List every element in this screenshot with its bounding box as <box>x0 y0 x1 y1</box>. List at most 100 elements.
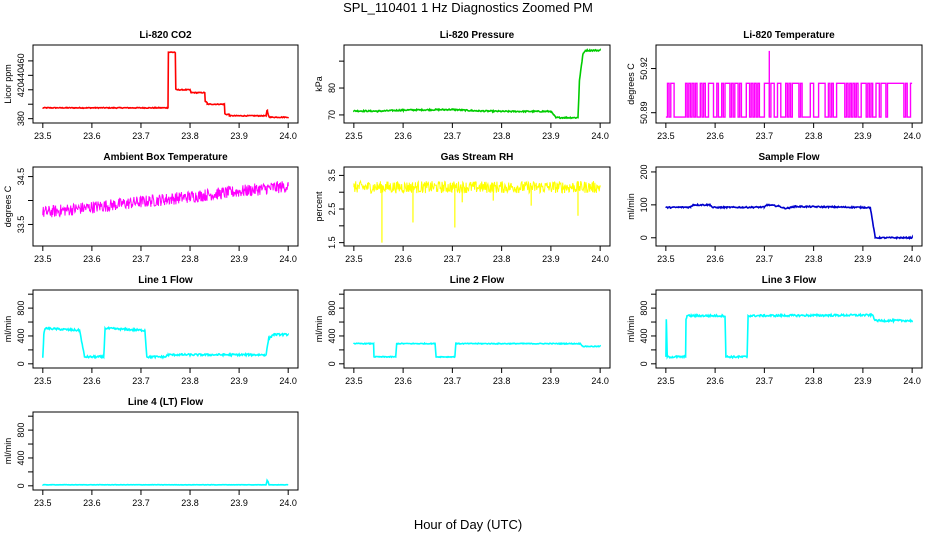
x-tick-label: 24.0 <box>279 498 297 508</box>
x-tick-label: 23.7 <box>132 131 150 141</box>
x-tick-label: 23.9 <box>230 254 248 264</box>
x-tick-label: 23.8 <box>493 376 511 386</box>
y-tick-label: 70 <box>327 110 337 120</box>
x-tick-label: 23.6 <box>706 254 724 264</box>
plot-frame <box>655 44 923 124</box>
page-title: SPL_110401 1 Hz Diagnostics Zoomed PM <box>343 0 593 15</box>
x-tick-label: 24.0 <box>591 254 609 264</box>
x-tick-label: 24.0 <box>903 254 921 264</box>
x-tick-label: 23.6 <box>394 131 412 141</box>
x-tick-label: 23.9 <box>230 376 248 386</box>
x-tick-label: 23.7 <box>132 254 150 264</box>
y-tick-label: 1.5 <box>327 236 337 249</box>
x-tick-label: 24.0 <box>279 131 297 141</box>
y-tick-label: 50.92 <box>639 57 649 80</box>
x-tick-label: 23.7 <box>444 376 462 386</box>
x-tick-label: 23.5 <box>34 498 52 508</box>
plot-title: Gas Stream RH <box>441 152 514 163</box>
plot-frame <box>655 289 923 369</box>
y-tick-label: 800 <box>16 301 26 316</box>
x-tick-label: 24.0 <box>903 376 921 386</box>
data-series <box>353 341 601 359</box>
y-tick-label: 420 <box>16 82 26 97</box>
x-tick-label: 23.9 <box>542 131 560 141</box>
y-axis-label: Licor ppm <box>3 64 13 104</box>
x-tick-label: 23.8 <box>805 376 823 386</box>
y-axis-label: ml/min <box>626 316 636 343</box>
x-tick-label: 23.6 <box>83 131 101 141</box>
y-axis-label: ml/min <box>314 316 324 343</box>
panel-line1: Line 1 Flow 23.5 23.6 23.7 23.8 23.9 24.0 0 400 8… <box>3 275 299 386</box>
y-tick-label: 380 <box>16 111 26 126</box>
x-tick-label: 23.7 <box>756 376 774 386</box>
x-tick-label: 23.6 <box>394 254 412 264</box>
plot-title: Line 2 Flow <box>450 275 505 286</box>
plot-title: Line 1 Flow <box>138 275 193 286</box>
plot-title: Li-820 CO2 <box>139 30 192 41</box>
x-tick-label: 23.5 <box>657 254 675 264</box>
x-tick-label: 23.8 <box>493 131 511 141</box>
y-tick-label: 800 <box>16 423 26 438</box>
y-tick-label: 400 <box>16 450 26 465</box>
y-tick-label: 800 <box>639 301 649 316</box>
data-series <box>42 181 289 218</box>
data-series <box>41 325 290 360</box>
y-tick-label: 0 <box>16 483 26 488</box>
plot-title: Li-820 Temperature <box>743 30 835 41</box>
y-tick-label: 2.5 <box>327 203 337 216</box>
panel-line4: Line 4 (LT) Flow 23.5 23.6 23.7 23.8 23.9 24.0… <box>3 397 299 508</box>
x-tick-label: 23.5 <box>34 131 52 141</box>
plot-frame <box>32 411 299 491</box>
y-tick-label: 0 <box>16 361 26 366</box>
x-tick-label: 23.5 <box>345 254 363 264</box>
data-series <box>665 312 913 360</box>
y-tick-label: 0 <box>639 361 649 366</box>
panel-line2: Line 2 Flow 23.5 23.6 23.7 23.8 23.9 24.0 0 400 8… <box>314 275 611 386</box>
x-tick-label: 24.0 <box>591 376 609 386</box>
y-tick-label: 33.5 <box>16 216 26 234</box>
data-series <box>665 202 913 241</box>
x-tick-label: 23.6 <box>83 376 101 386</box>
y-tick-label: 0 <box>327 361 337 366</box>
y-axis-label: degrees C <box>3 185 13 227</box>
x-tick-label: 23.7 <box>756 254 774 264</box>
y-tick-label: 440 <box>16 68 26 83</box>
plot-title: Line 3 Flow <box>762 275 817 286</box>
plot-frame <box>655 166 923 247</box>
x-tick-label: 24.0 <box>279 254 297 264</box>
plot-frame <box>343 166 611 247</box>
x-tick-label: 23.5 <box>345 376 363 386</box>
x-tick-label: 23.6 <box>706 376 724 386</box>
x-tick-label: 23.5 <box>34 254 52 264</box>
y-axis-label: percent <box>314 191 324 222</box>
plot-title: Line 4 (LT) Flow <box>128 397 204 408</box>
x-tick-label: 23.5 <box>657 131 675 141</box>
y-tick-label: 400 <box>639 328 649 343</box>
x-tick-label: 24.0 <box>903 131 921 141</box>
x-tick-label: 23.7 <box>444 131 462 141</box>
y-tick-label: 460 <box>16 53 26 68</box>
x-tick-label: 23.9 <box>542 254 560 264</box>
x-axis-caption: Hour of Day (UTC) <box>413 517 523 532</box>
x-tick-label: 23.5 <box>345 131 363 141</box>
plot-frame <box>32 289 299 369</box>
panel-gas_rh: Gas Stream RH 23.5 23.6 23.7 23.8 23.9 24.0 1.5… <box>314 152 611 264</box>
y-axis-label: ml/min <box>3 316 13 343</box>
x-tick-label: 23.8 <box>805 131 823 141</box>
y-tick-label: 800 <box>327 301 337 316</box>
y-tick-label: 400 <box>327 328 337 343</box>
x-tick-label: 24.0 <box>591 131 609 141</box>
x-tick-label: 23.9 <box>542 376 560 386</box>
y-axis-label: ml/min <box>626 193 636 220</box>
y-tick-label: 50.89 <box>639 101 649 124</box>
x-tick-label: 23.9 <box>230 131 248 141</box>
y-axis-label: degrees C <box>626 63 636 105</box>
y-tick-label: 3.5 <box>327 169 337 182</box>
x-tick-label: 23.9 <box>854 254 872 264</box>
plot-title: Li-820 Pressure <box>440 30 515 41</box>
data-series <box>665 82 913 118</box>
x-tick-label: 23.9 <box>230 498 248 508</box>
y-tick-label: 200 <box>639 164 649 179</box>
x-tick-label: 23.8 <box>181 376 199 386</box>
